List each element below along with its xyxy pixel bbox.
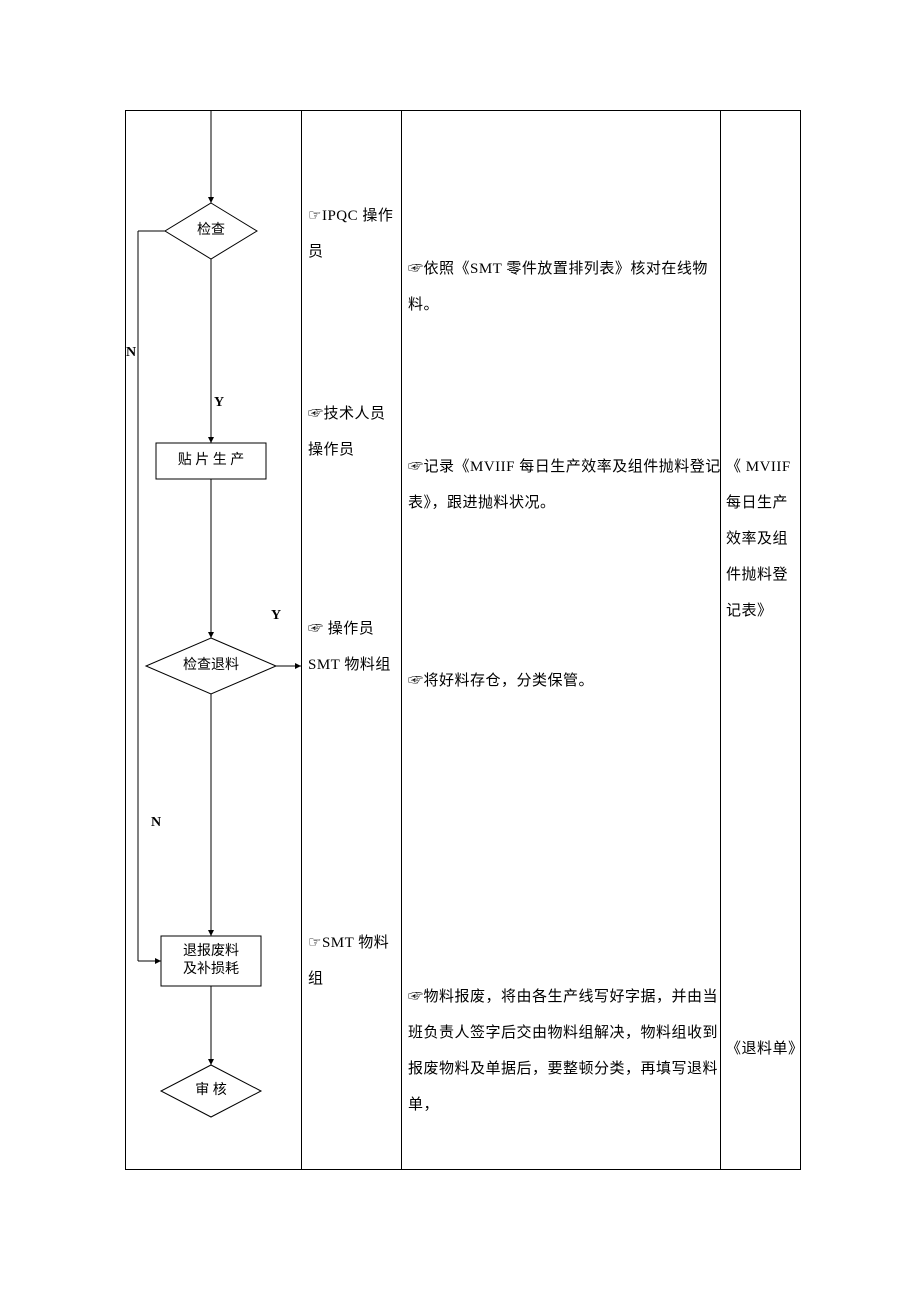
ref-cell-3: 《退料单》 [726, 1031, 802, 1067]
desc-cell-0: ☞依照《SMT 零件放置排列表》核对在线物料。 [408, 251, 718, 323]
svg-text:Y: Y [214, 395, 224, 410]
svg-text:及补损耗: 及补损耗 [183, 961, 239, 977]
ref-cell-1: 《 MVIIF 每日生产效率及组件抛料登记表》 [726, 449, 802, 629]
svg-text:贴 片 生 产: 贴 片 生 产 [178, 452, 245, 468]
svg-text:检查: 检查 [197, 222, 225, 238]
svg-text:N: N [126, 345, 136, 360]
desc-cell-3: ☞物料报废，将由各生产线写好字据，并由当班负责人签字后交由物料组解决，物料组收到… [408, 979, 723, 1123]
flowchart: 检查贴 片 生 产检查退料退报废料及补损耗审 核 N Y Y N [126, 111, 301, 1171]
desc-cell-1: ☞记录《MVIIF 每日生产效率及组件抛料登记表》，跟进抛料状况。 [408, 449, 723, 521]
role-cell-3: ☞SMT 物料组 [308, 925, 396, 997]
desc-cell-2: ☞将好料存仓，分类保管。 [408, 663, 718, 699]
role-cell-1: ☞技术人员操作员 [308, 396, 396, 468]
role-cell-0: ☞IPQC 操作员 [308, 198, 396, 270]
svg-text:审 核: 审 核 [195, 1082, 227, 1098]
svg-text:退报废料: 退报废料 [183, 943, 239, 959]
svg-text:检查退料: 检查退料 [183, 657, 239, 673]
role-cell-2: ☞ 操作员 SMT 物料组 [308, 611, 396, 683]
svg-text:N: N [151, 815, 161, 830]
svg-text:Y: Y [271, 608, 281, 623]
